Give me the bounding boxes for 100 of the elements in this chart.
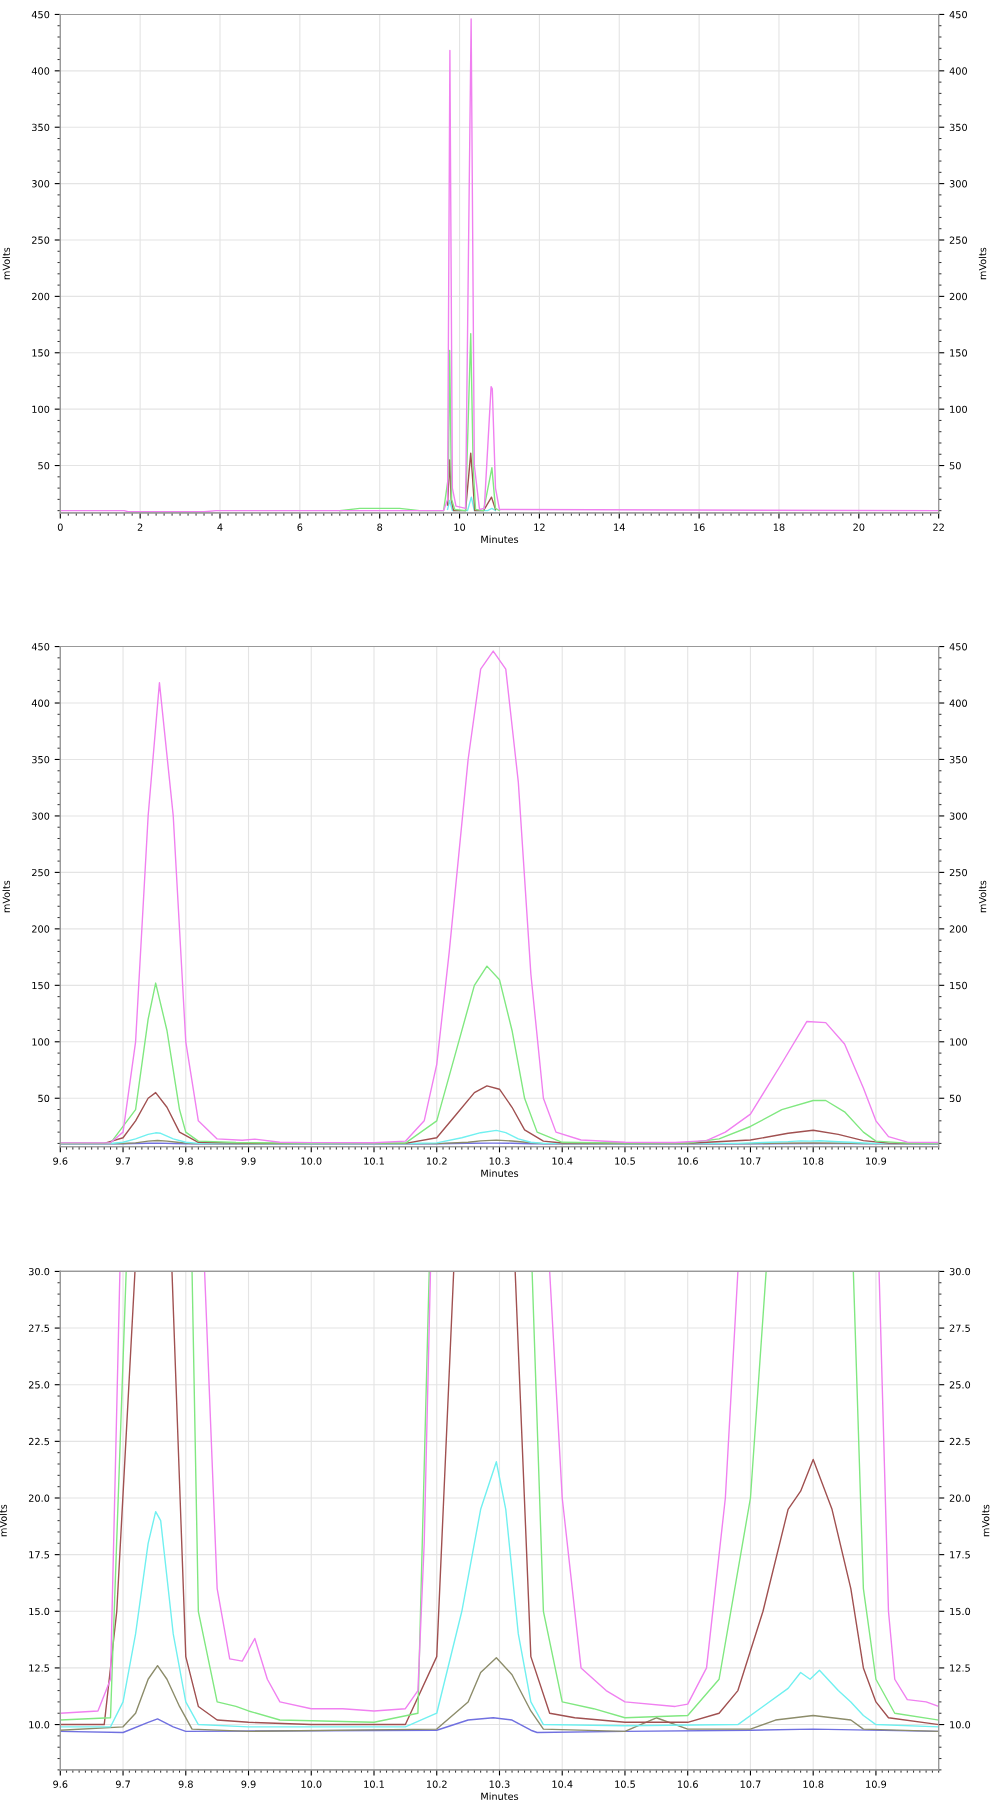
x-tick-label: 10.1 xyxy=(364,1780,384,1788)
y2-tick-label: 10.0 xyxy=(950,1721,971,1729)
y2-tick-label: 50 xyxy=(949,462,961,470)
x-tick-label: 9.7 xyxy=(115,1157,130,1165)
y2-tick-label: 250 xyxy=(949,236,967,244)
x-tick-label: 12 xyxy=(534,523,545,531)
x-tick-label: 9.8 xyxy=(178,1157,193,1165)
y2-tick-label: 450 xyxy=(949,10,967,19)
y-tick-label: 450 xyxy=(31,643,50,651)
y2-tick-label: 350 xyxy=(949,123,967,132)
y2-tick-label: 250 xyxy=(949,868,967,877)
y2-tick-label: 12.5 xyxy=(950,1664,970,1672)
x-tick-label: 2 xyxy=(137,523,143,531)
y2-axis-title: mVolts xyxy=(981,1504,990,1537)
x-tick-label: 10.6 xyxy=(677,1157,698,1165)
y-tick-label: 450 xyxy=(31,10,50,19)
y2-tick-label: 15.0 xyxy=(950,1607,971,1616)
x-tick-label: 10.4 xyxy=(552,1157,573,1165)
y2-tick-label: 30.0 xyxy=(949,1267,971,1276)
x-tick-label: 16 xyxy=(694,523,705,531)
x-tick-label: 6 xyxy=(297,523,303,531)
x-tick-label: 10.1 xyxy=(364,1157,384,1165)
y2-tick-label: 27.5 xyxy=(949,1324,970,1332)
y2-tick-label: 400 xyxy=(949,67,967,75)
y-tick-label: 25.0 xyxy=(28,1381,50,1389)
y-tick-label: 30.0 xyxy=(28,1267,50,1276)
y-tick-label: 100 xyxy=(32,1038,50,1046)
x-tick-label: 10.7 xyxy=(740,1780,761,1788)
x-tick-label: 10.2 xyxy=(426,1157,447,1165)
y2-axis-title: mVolts xyxy=(978,880,987,913)
y-tick-label: 250 xyxy=(32,868,50,877)
x-tick-label: 9.7 xyxy=(115,1780,130,1788)
y2-tick-label: 400 xyxy=(949,699,967,707)
y-tick-label: 350 xyxy=(32,123,50,132)
x-tick-label: 10.2 xyxy=(426,1780,447,1788)
x-tick-label: 10.5 xyxy=(615,1157,635,1165)
y2-tick-label: 20.0 xyxy=(949,1494,971,1502)
y-tick-label: 100 xyxy=(32,405,50,413)
y2-axis-title: mVolts xyxy=(978,247,987,280)
y-tick-label: 200 xyxy=(32,925,50,933)
y-tick-label: 150 xyxy=(32,349,50,357)
x-tick-label: 10.8 xyxy=(803,1157,824,1165)
y-tick-label: 15.0 xyxy=(29,1607,50,1616)
x-tick-label: 10.7 xyxy=(740,1157,761,1165)
y2-tick-label: 22.5 xyxy=(949,1437,970,1446)
x-tick-label: 14 xyxy=(614,523,625,531)
x-tick-label: 9.9 xyxy=(241,1780,256,1788)
x-tick-label: 0 xyxy=(57,523,63,531)
x-tick-label: 10.4 xyxy=(552,1780,573,1788)
x-tick-label: 10.0 xyxy=(301,1157,322,1165)
x-axis-title: Minutes xyxy=(481,1169,519,1177)
y-axis-title: mVolts xyxy=(0,1504,7,1537)
y-tick-label: 300 xyxy=(32,180,50,188)
y-tick-label: 10.0 xyxy=(29,1721,50,1729)
y-tick-label: 350 xyxy=(32,755,50,764)
y-tick-label: 150 xyxy=(32,981,50,990)
y2-tick-label: 200 xyxy=(949,292,967,301)
y2-tick-label: 300 xyxy=(949,812,967,820)
x-tick-label: 10.9 xyxy=(866,1157,887,1165)
y-tick-label: 20.0 xyxy=(28,1494,50,1502)
y-tick-label: 27.5 xyxy=(28,1324,50,1332)
y-tick-label: 50 xyxy=(38,462,50,470)
x-tick-label: 10.0 xyxy=(301,1780,322,1788)
y-tick-label: 200 xyxy=(32,292,50,301)
x-axis-title: Minutes xyxy=(481,1792,519,1801)
x-tick-label: 8 xyxy=(377,523,383,531)
x-tick-label: 4 xyxy=(217,523,223,531)
x-tick-label: 10.9 xyxy=(866,1780,887,1788)
y-tick-label: 17.5 xyxy=(29,1551,50,1559)
y-tick-label: 300 xyxy=(32,812,50,820)
x-axis-title: Minutes xyxy=(481,535,519,544)
x-tick-label: 10.5 xyxy=(615,1780,635,1788)
y-tick-label: 22.5 xyxy=(28,1437,50,1446)
y-axis-title: mVolts xyxy=(2,247,10,280)
y-tick-label: 250 xyxy=(32,236,50,244)
x-tick-label: 9.6 xyxy=(53,1157,68,1165)
x-tick-label: 10.8 xyxy=(803,1780,824,1788)
x-tick-label: 10 xyxy=(454,523,466,531)
y2-tick-label: 350 xyxy=(949,755,967,764)
x-tick-label: 9.9 xyxy=(241,1157,256,1165)
y-tick-label: 400 xyxy=(31,699,50,707)
y-tick-label: 50 xyxy=(38,1094,50,1103)
x-tick-label: 9.6 xyxy=(53,1780,68,1788)
y2-tick-label: 450 xyxy=(949,643,967,651)
x-tick-label: 22 xyxy=(933,523,944,531)
y2-tick-label: 17.5 xyxy=(950,1551,970,1559)
y-axis-title: mVolts xyxy=(2,880,10,913)
y2-tick-label: 150 xyxy=(950,981,967,990)
y2-tick-label: 150 xyxy=(950,349,967,357)
y2-tick-label: 100 xyxy=(950,405,967,413)
x-tick-label: 20 xyxy=(853,523,865,531)
y2-tick-label: 300 xyxy=(949,180,967,188)
x-tick-label: 9.8 xyxy=(178,1780,193,1788)
y2-tick-label: 100 xyxy=(950,1038,967,1046)
y-tick-label: 400 xyxy=(31,67,50,75)
x-tick-label: 10.6 xyxy=(677,1780,698,1788)
x-tick-label: 10.3 xyxy=(489,1157,510,1165)
y2-tick-label: 50 xyxy=(949,1094,961,1103)
y2-tick-label: 25.0 xyxy=(949,1381,971,1389)
y2-tick-label: 200 xyxy=(949,925,967,933)
